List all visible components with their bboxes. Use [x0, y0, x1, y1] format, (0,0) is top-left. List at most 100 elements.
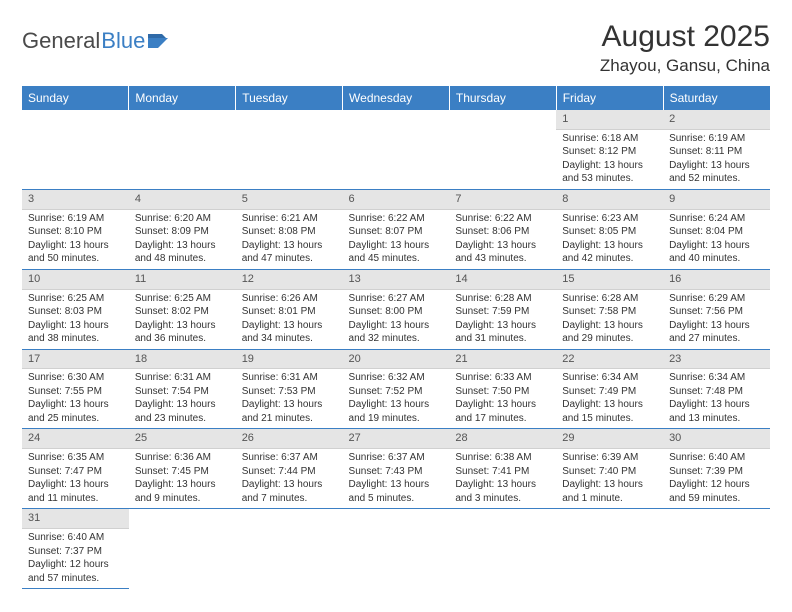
- location-text: Zhayou, Gansu, China: [600, 56, 770, 76]
- title-block: August 2025 Zhayou, Gansu, China: [600, 20, 770, 76]
- sunrise-text: Sunrise: 6:38 AM: [455, 451, 550, 465]
- daylight-text: Daylight: 13 hours and 29 minutes.: [562, 319, 657, 346]
- daylight-text: Daylight: 13 hours and 53 minutes.: [562, 159, 657, 186]
- day-number: 29: [556, 429, 663, 449]
- day-number: 30: [663, 429, 770, 449]
- day-cell: [129, 110, 236, 189]
- day-cell: [556, 509, 663, 589]
- sunset-text: Sunset: 7:58 PM: [562, 305, 657, 319]
- day-number: 13: [343, 270, 450, 290]
- day-cell: 19Sunrise: 6:31 AMSunset: 7:53 PMDayligh…: [236, 349, 343, 429]
- day-cell: [129, 509, 236, 589]
- day-cell: 12Sunrise: 6:26 AMSunset: 8:01 PMDayligh…: [236, 269, 343, 349]
- sunrise-text: Sunrise: 6:20 AM: [135, 212, 230, 226]
- sunrise-text: Sunrise: 6:22 AM: [349, 212, 444, 226]
- sunrise-text: Sunrise: 6:27 AM: [349, 292, 444, 306]
- day-header: Tuesday: [236, 86, 343, 110]
- day-content: Sunrise: 6:39 AMSunset: 7:40 PMDaylight:…: [556, 449, 663, 508]
- sunset-text: Sunset: 7:40 PM: [562, 465, 657, 479]
- daylight-text: Daylight: 13 hours and 21 minutes.: [242, 398, 337, 425]
- day-header: Friday: [556, 86, 663, 110]
- daylight-text: Daylight: 13 hours and 3 minutes.: [455, 478, 550, 505]
- daylight-text: Daylight: 13 hours and 11 minutes.: [28, 478, 123, 505]
- day-header-row: Sunday Monday Tuesday Wednesday Thursday…: [22, 86, 770, 110]
- daylight-text: Daylight: 13 hours and 15 minutes.: [562, 398, 657, 425]
- day-number: 12: [236, 270, 343, 290]
- day-header: Sunday: [22, 86, 129, 110]
- week-row: 31Sunrise: 6:40 AMSunset: 7:37 PMDayligh…: [22, 509, 770, 589]
- day-number: [343, 509, 450, 528]
- sunrise-text: Sunrise: 6:21 AM: [242, 212, 337, 226]
- daylight-text: Daylight: 13 hours and 45 minutes.: [349, 239, 444, 266]
- day-number: 26: [236, 429, 343, 449]
- day-number: 1: [556, 110, 663, 130]
- day-number: 2: [663, 110, 770, 130]
- daylight-text: Daylight: 12 hours and 57 minutes.: [28, 558, 123, 585]
- day-content: Sunrise: 6:32 AMSunset: 7:52 PMDaylight:…: [343, 369, 450, 428]
- daylight-text: Daylight: 13 hours and 38 minutes.: [28, 319, 123, 346]
- day-content: Sunrise: 6:34 AMSunset: 7:48 PMDaylight:…: [663, 369, 770, 428]
- day-content: Sunrise: 6:40 AMSunset: 7:37 PMDaylight:…: [22, 529, 129, 588]
- sunset-text: Sunset: 8:10 PM: [28, 225, 123, 239]
- day-cell: 18Sunrise: 6:31 AMSunset: 7:54 PMDayligh…: [129, 349, 236, 429]
- day-header: Thursday: [449, 86, 556, 110]
- day-number: 4: [129, 190, 236, 210]
- sunset-text: Sunset: 7:45 PM: [135, 465, 230, 479]
- sunset-text: Sunset: 7:41 PM: [455, 465, 550, 479]
- sunrise-text: Sunrise: 6:40 AM: [669, 451, 764, 465]
- day-content: Sunrise: 6:24 AMSunset: 8:04 PMDaylight:…: [663, 210, 770, 269]
- day-cell: [343, 110, 450, 189]
- sunset-text: Sunset: 7:43 PM: [349, 465, 444, 479]
- day-cell: [22, 110, 129, 189]
- day-number: [449, 509, 556, 528]
- day-content: Sunrise: 6:25 AMSunset: 8:02 PMDaylight:…: [129, 290, 236, 349]
- daylight-text: Daylight: 13 hours and 19 minutes.: [349, 398, 444, 425]
- day-number: 20: [343, 350, 450, 370]
- sunset-text: Sunset: 7:49 PM: [562, 385, 657, 399]
- sunrise-text: Sunrise: 6:37 AM: [349, 451, 444, 465]
- logo: GeneralBlue: [22, 20, 170, 54]
- week-row: 3Sunrise: 6:19 AMSunset: 8:10 PMDaylight…: [22, 189, 770, 269]
- day-content: Sunrise: 6:28 AMSunset: 7:58 PMDaylight:…: [556, 290, 663, 349]
- day-number: [236, 509, 343, 528]
- sunset-text: Sunset: 8:05 PM: [562, 225, 657, 239]
- sunset-text: Sunset: 7:39 PM: [669, 465, 764, 479]
- day-header: Saturday: [663, 86, 770, 110]
- daylight-text: Daylight: 13 hours and 48 minutes.: [135, 239, 230, 266]
- sunrise-text: Sunrise: 6:19 AM: [28, 212, 123, 226]
- daylight-text: Daylight: 13 hours and 52 minutes.: [669, 159, 764, 186]
- sunset-text: Sunset: 8:03 PM: [28, 305, 123, 319]
- sunset-text: Sunset: 7:50 PM: [455, 385, 550, 399]
- day-number: 11: [129, 270, 236, 290]
- day-content: Sunrise: 6:18 AMSunset: 8:12 PMDaylight:…: [556, 130, 663, 189]
- day-content: Sunrise: 6:22 AMSunset: 8:06 PMDaylight:…: [449, 210, 556, 269]
- sunrise-text: Sunrise: 6:39 AM: [562, 451, 657, 465]
- sunset-text: Sunset: 8:09 PM: [135, 225, 230, 239]
- daylight-text: Daylight: 13 hours and 5 minutes.: [349, 478, 444, 505]
- sunrise-text: Sunrise: 6:22 AM: [455, 212, 550, 226]
- day-number: 10: [22, 270, 129, 290]
- day-cell: 22Sunrise: 6:34 AMSunset: 7:49 PMDayligh…: [556, 349, 663, 429]
- sunset-text: Sunset: 7:48 PM: [669, 385, 764, 399]
- sunset-text: Sunset: 8:08 PM: [242, 225, 337, 239]
- sunrise-text: Sunrise: 6:31 AM: [135, 371, 230, 385]
- day-number: 21: [449, 350, 556, 370]
- sunset-text: Sunset: 7:52 PM: [349, 385, 444, 399]
- sunset-text: Sunset: 7:53 PM: [242, 385, 337, 399]
- day-number: 24: [22, 429, 129, 449]
- day-cell: 9Sunrise: 6:24 AMSunset: 8:04 PMDaylight…: [663, 189, 770, 269]
- daylight-text: Daylight: 12 hours and 59 minutes.: [669, 478, 764, 505]
- day-content: Sunrise: 6:36 AMSunset: 7:45 PMDaylight:…: [129, 449, 236, 508]
- daylight-text: Daylight: 13 hours and 47 minutes.: [242, 239, 337, 266]
- day-number: 23: [663, 350, 770, 370]
- day-cell: 21Sunrise: 6:33 AMSunset: 7:50 PMDayligh…: [449, 349, 556, 429]
- day-number: 8: [556, 190, 663, 210]
- day-cell: 20Sunrise: 6:32 AMSunset: 7:52 PMDayligh…: [343, 349, 450, 429]
- sunset-text: Sunset: 8:06 PM: [455, 225, 550, 239]
- sunrise-text: Sunrise: 6:19 AM: [669, 132, 764, 146]
- sunrise-text: Sunrise: 6:18 AM: [562, 132, 657, 146]
- sunrise-text: Sunrise: 6:37 AM: [242, 451, 337, 465]
- day-cell: 2Sunrise: 6:19 AMSunset: 8:11 PMDaylight…: [663, 110, 770, 189]
- day-content: Sunrise: 6:23 AMSunset: 8:05 PMDaylight:…: [556, 210, 663, 269]
- daylight-text: Daylight: 13 hours and 17 minutes.: [455, 398, 550, 425]
